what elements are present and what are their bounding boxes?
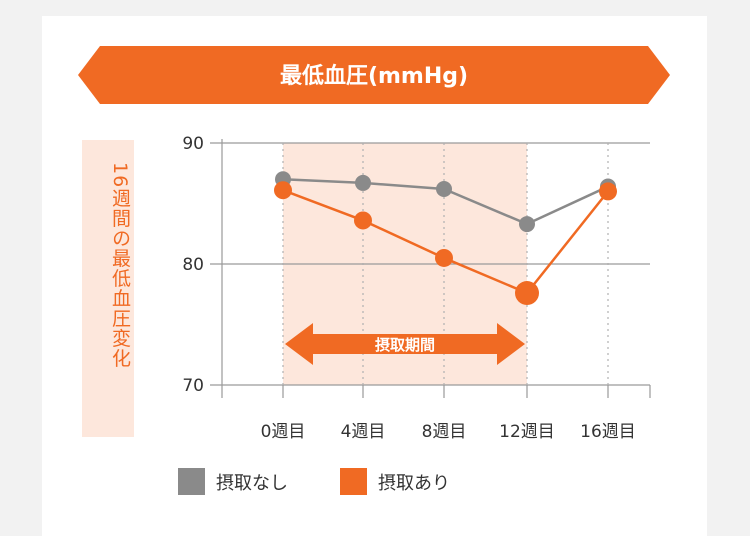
x-tick-label: 0週目 — [261, 422, 306, 442]
legend-swatch — [178, 468, 205, 495]
series-intake-point — [515, 281, 539, 306]
legend-label: 摂取あり — [378, 473, 450, 494]
series-no-intake-point — [355, 174, 371, 191]
series-no-intake-point — [436, 180, 452, 197]
chart-title: 最低血圧(mmHg) — [280, 63, 468, 89]
x-tick-label: 16週目 — [580, 422, 636, 442]
series-intake-point — [354, 211, 372, 230]
y-tick-label: 90 — [182, 134, 204, 154]
x-tick-label: 8週目 — [422, 422, 467, 442]
series-intake-point — [435, 248, 453, 267]
series-no-intake-point — [519, 216, 535, 233]
intake-period-arrow — [285, 323, 525, 365]
plot-area: 70 80 90 0週目 4週目 8週目 12週目 16週目 摂取期間 — [182, 134, 651, 442]
legend: 摂取なし 摂取あり — [178, 468, 450, 495]
x-tick-label: 4週目 — [341, 422, 386, 442]
intake-period-label: 摂取期間 — [375, 336, 435, 354]
y-tick-label: 80 — [182, 255, 204, 275]
y-axis-label-box: 16週間の最低血圧変化 — [82, 140, 134, 437]
series-intake-point — [274, 181, 292, 200]
series-intake-point — [599, 182, 617, 201]
legend-swatch — [340, 468, 367, 495]
y-tick-label: 70 — [182, 376, 204, 396]
y-axis-label: 16週間の最低血圧変化 — [109, 162, 131, 369]
legend-label: 摂取なし — [216, 473, 288, 494]
title-banner — [78, 46, 670, 104]
x-tick-label: 12週目 — [499, 422, 555, 442]
